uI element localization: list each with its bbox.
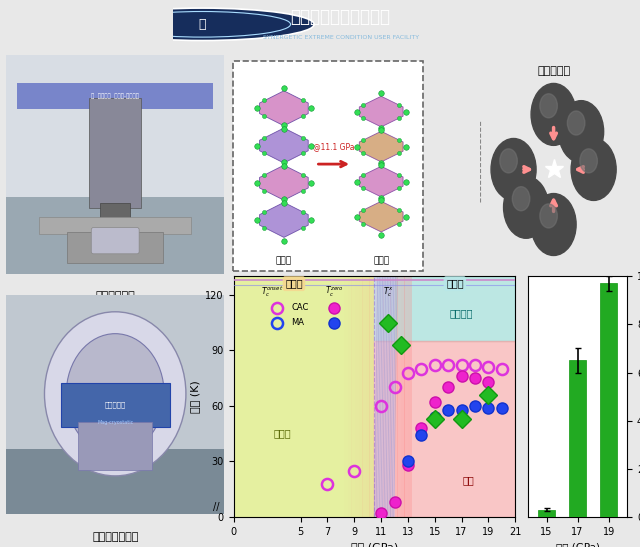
- Text: 核磁共振实验站: 核磁共振实验站: [92, 532, 138, 542]
- Text: 中: 中: [198, 18, 206, 31]
- Bar: [78, 422, 152, 470]
- Bar: [89, 98, 141, 208]
- Bar: [569, 360, 586, 517]
- Polygon shape: [359, 166, 403, 197]
- FancyBboxPatch shape: [233, 61, 422, 271]
- Bar: [234, 276, 374, 517]
- Text: 综合极端条件实验装置: 综合极端条件实验装置: [291, 9, 390, 26]
- Circle shape: [540, 94, 557, 118]
- Polygon shape: [260, 202, 308, 237]
- Bar: [383, 276, 387, 517]
- Text: $T_c^{zero}$: $T_c^{zero}$: [325, 285, 344, 299]
- Bar: [6, 197, 224, 274]
- Bar: [369, 276, 373, 517]
- Bar: [387, 276, 391, 517]
- Circle shape: [559, 101, 604, 162]
- Text: CAC: CAC: [291, 303, 308, 312]
- Circle shape: [568, 111, 585, 135]
- Circle shape: [531, 194, 576, 255]
- Polygon shape: [359, 201, 403, 232]
- Circle shape: [90, 8, 314, 40]
- Circle shape: [504, 176, 548, 238]
- Bar: [351, 276, 355, 517]
- Circle shape: [491, 138, 536, 200]
- Text: 半导体: 半导体: [274, 429, 291, 439]
- Bar: [6, 449, 224, 514]
- Bar: [341, 276, 345, 517]
- X-axis label: 压力 (GPa): 压力 (GPa): [556, 542, 600, 547]
- Bar: [600, 283, 617, 517]
- Text: 正交相: 正交相: [285, 278, 303, 289]
- Polygon shape: [359, 96, 403, 127]
- Text: 极  温度高压  性测量-六面砧实: 极 温度高压 性测量-六面砧实: [92, 94, 140, 99]
- Bar: [372, 276, 377, 517]
- Circle shape: [540, 204, 557, 228]
- Polygon shape: [260, 165, 308, 200]
- Bar: [390, 276, 394, 517]
- Text: 六面砧实验站: 六面砧实验站: [95, 291, 135, 301]
- Bar: [365, 276, 370, 517]
- Bar: [401, 276, 405, 517]
- Text: $T_c^x$: $T_c^x$: [383, 286, 393, 299]
- Bar: [344, 276, 348, 517]
- Bar: [404, 276, 408, 517]
- Bar: [17, 83, 213, 109]
- Circle shape: [500, 149, 517, 173]
- Bar: [374, 276, 394, 517]
- Text: //: //: [213, 502, 220, 512]
- Bar: [6, 295, 224, 449]
- Text: 奇异金属: 奇异金属: [450, 309, 474, 318]
- Y-axis label: 温度 (K): 温度 (K): [190, 380, 200, 413]
- Bar: [6, 55, 224, 197]
- Bar: [362, 276, 366, 517]
- Bar: [376, 276, 380, 517]
- FancyBboxPatch shape: [92, 228, 139, 254]
- Polygon shape: [260, 128, 308, 163]
- Polygon shape: [260, 91, 308, 126]
- Bar: [380, 276, 384, 517]
- Bar: [538, 510, 555, 517]
- Bar: [358, 276, 362, 517]
- Circle shape: [512, 187, 530, 211]
- Text: 四方相: 四方相: [446, 278, 463, 289]
- Text: MA: MA: [291, 318, 304, 327]
- Bar: [61, 383, 170, 427]
- Bar: [39, 217, 191, 234]
- Text: 正交相: 正交相: [276, 256, 292, 265]
- Text: 立方六面砧: 立方六面砧: [537, 66, 570, 76]
- Text: Mag-cryostatic: Mag-cryostatic: [97, 420, 133, 425]
- Text: 张强场超导: 张强场超导: [104, 401, 126, 408]
- Text: 超导: 超导: [462, 475, 474, 485]
- Bar: [408, 276, 412, 517]
- Text: @11.1 GPa: @11.1 GPa: [313, 142, 355, 151]
- Text: $T_c^{onset}$: $T_c^{onset}$: [261, 284, 284, 299]
- Bar: [100, 203, 131, 225]
- Text: 四方相: 四方相: [373, 256, 389, 265]
- Ellipse shape: [45, 312, 186, 476]
- X-axis label: 压力 (GPa): 压力 (GPa): [351, 542, 398, 547]
- Bar: [67, 232, 163, 263]
- Circle shape: [580, 149, 597, 173]
- Text: SYNERGETIC EXTREME CONDITION USER FACILITY: SYNERGETIC EXTREME CONDITION USER FACILI…: [262, 34, 419, 39]
- Bar: [348, 276, 352, 517]
- Bar: [355, 276, 359, 517]
- Circle shape: [531, 84, 576, 146]
- Bar: [394, 276, 398, 517]
- Circle shape: [571, 138, 616, 200]
- Bar: [397, 276, 401, 517]
- Ellipse shape: [67, 334, 164, 454]
- Polygon shape: [359, 131, 403, 162]
